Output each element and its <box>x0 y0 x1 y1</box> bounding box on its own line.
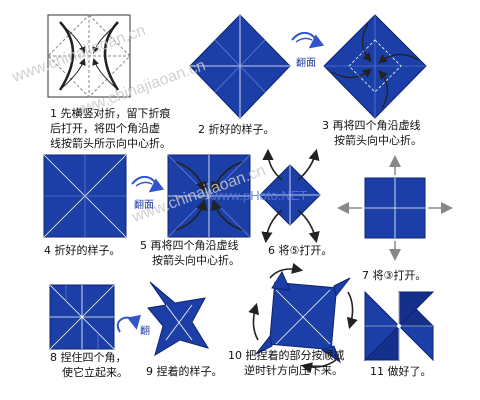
caption-step5-line2: 按箭头向中心折。 <box>152 254 240 267</box>
step1-figure <box>47 14 131 98</box>
caption-step4-line1: 4 折好的样子。 <box>44 244 121 257</box>
step4-figure <box>43 154 127 238</box>
caption-step9: 9 捏着的样子。 <box>146 364 223 379</box>
caption-step3-line2: 按箭头向中心折。 <box>334 134 422 147</box>
caption-step10-line2: 逆时针方向压下来。 <box>244 364 343 377</box>
step7-figure <box>337 155 453 261</box>
step11-figure <box>363 290 435 362</box>
caption-step7-line1: 7 将③打开。 <box>362 269 427 282</box>
step2-figure <box>189 14 291 119</box>
caption-step1: 1 先横竖对折，留下折痕 后打开，将四个角沿虚 线按箭头所示向中心折。 <box>50 106 171 151</box>
caption-step6: 6 将⑤打开。 <box>268 243 332 258</box>
caption-step9-line1: 9 捏着的样子。 <box>146 365 223 378</box>
watermark-4: www.pHoto.NET <box>212 188 308 203</box>
flip-label-3: 翻 <box>140 326 150 337</box>
caption-step8: 8 捏住四个角， 使它立起来。 <box>50 350 128 380</box>
flip-label-2: 翻面 <box>134 200 154 211</box>
caption-step1-line3: 线按箭头所示向中心折。 <box>50 137 171 150</box>
step10-figure <box>248 262 358 374</box>
caption-step8-line2: 使它立起来。 <box>62 366 128 379</box>
flip-arrow-2 <box>131 175 165 193</box>
caption-step11: 11 做好了。 <box>370 364 432 379</box>
caption-step8-line1: 8 捏住四个角， <box>50 351 127 364</box>
caption-step3: 3 再将四个角沿虚线 按箭头向中心折。 <box>322 118 422 148</box>
flip-arrow-1 <box>291 31 325 49</box>
caption-step10-line1: 10 把捏着的部分按顺或 <box>228 349 345 362</box>
step5-figure <box>167 154 251 238</box>
caption-step2-line1: 2 折好的样子。 <box>198 123 275 136</box>
caption-step11-line1: 11 做好了。 <box>370 365 432 378</box>
caption-step2: 2 折好的样子。 <box>198 122 275 137</box>
step3-figure <box>323 14 427 119</box>
caption-step6-line1: 6 将⑤打开。 <box>268 244 333 257</box>
step9-figure <box>147 281 210 357</box>
step8-figure <box>49 284 115 350</box>
caption-step1-line1: 1 先横竖对折，留下折痕 <box>50 107 171 120</box>
caption-step5-line1: 5 再将四个角沿虚线 <box>140 239 239 252</box>
caption-step5: 5 再将四个角沿虚线 按箭头向中心折。 <box>140 238 240 268</box>
flip-label-1: 翻面 <box>296 58 316 69</box>
caption-step3-line1: 3 再将四个角沿虚线 <box>322 119 421 132</box>
step6-figure <box>259 148 321 244</box>
caption-step7: 7 将③打开。 <box>362 268 426 283</box>
caption-step1-line2: 后打开，将四个角沿虚 <box>50 122 160 135</box>
caption-step10: 10 把捏着的部分按顺或 逆时针方向压下来。 <box>228 348 345 378</box>
flip-arrow-3 <box>116 314 141 333</box>
caption-step4: 4 折好的样子。 <box>44 243 121 258</box>
